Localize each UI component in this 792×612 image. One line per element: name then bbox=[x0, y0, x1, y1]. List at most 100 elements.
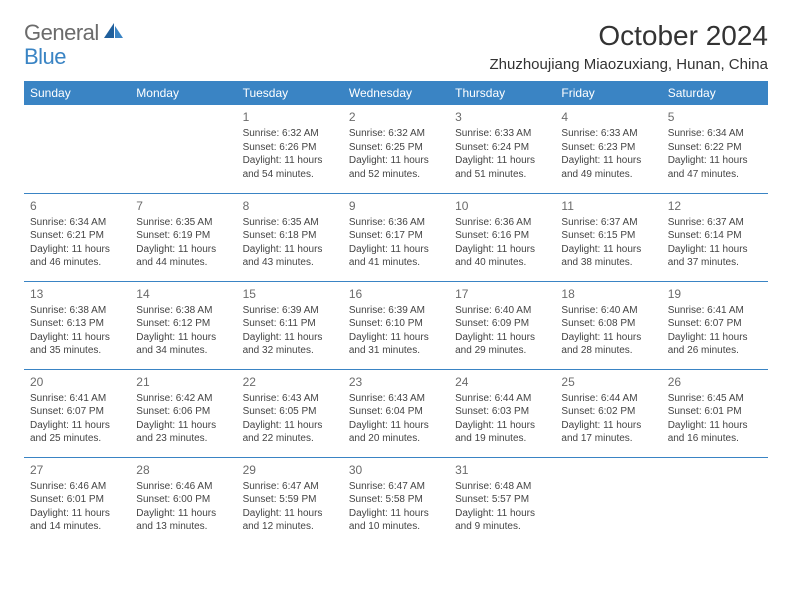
daylight-text: and 54 minutes. bbox=[243, 168, 337, 182]
calendar-cell: 23Sunrise: 6:43 AMSunset: 6:04 PMDayligh… bbox=[343, 369, 449, 457]
daylight-text: Daylight: 11 hours bbox=[668, 419, 762, 433]
day-number: 29 bbox=[243, 462, 337, 478]
sunrise-text: Sunrise: 6:48 AM bbox=[455, 480, 549, 494]
location: Zhuzhoujiang Miaozuxiang, Hunan, China bbox=[489, 56, 768, 73]
sunset-text: Sunset: 6:17 PM bbox=[349, 229, 443, 243]
calendar-row: 6Sunrise: 6:34 AMSunset: 6:21 PMDaylight… bbox=[24, 193, 768, 281]
day-number: 14 bbox=[136, 286, 230, 302]
calendar-cell: 24Sunrise: 6:44 AMSunset: 6:03 PMDayligh… bbox=[449, 369, 555, 457]
calendar-cell: 6 Sunrise: 6:34 AMSunset: 6:21 PMDaylight… bbox=[24, 193, 130, 281]
day-header: Sunday bbox=[24, 81, 130, 105]
sunset-text: Sunset: 6:07 PM bbox=[30, 405, 124, 419]
day-number: 3 bbox=[455, 109, 549, 125]
sunset-text: Sunset: 6:24 PM bbox=[455, 141, 549, 155]
sunrise-text: Sunrise: 6:37 AM bbox=[668, 216, 762, 230]
daylight-text: Daylight: 11 hours bbox=[136, 419, 230, 433]
sunrise-text: Sunrise: 6:40 AM bbox=[455, 304, 549, 318]
calendar-cell: 28Sunrise: 6:46 AMSunset: 6:00 PMDayligh… bbox=[130, 457, 236, 545]
day-number: 2 bbox=[349, 109, 443, 125]
logo-text-general: General bbox=[24, 20, 99, 46]
daylight-text: Daylight: 11 hours bbox=[455, 419, 549, 433]
day-number: 27 bbox=[30, 462, 124, 478]
sunset-text: Sunset: 6:10 PM bbox=[349, 317, 443, 331]
daylight-text: and 12 minutes. bbox=[243, 520, 337, 534]
day-number: 8 bbox=[243, 198, 337, 214]
daylight-text: Daylight: 11 hours bbox=[561, 419, 655, 433]
header: General October 2024 Zhuzhoujiang Miaozu… bbox=[24, 20, 768, 73]
calendar-cell: 12Sunrise: 6:37 AMSunset: 6:14 PMDayligh… bbox=[662, 193, 768, 281]
day-header: Wednesday bbox=[343, 81, 449, 105]
daylight-text: and 16 minutes. bbox=[668, 432, 762, 446]
daylight-text: Daylight: 11 hours bbox=[30, 243, 124, 257]
sunrise-text: Sunrise: 6:47 AM bbox=[349, 480, 443, 494]
daylight-text: and 29 minutes. bbox=[455, 344, 549, 358]
sunrise-text: Sunrise: 6:42 AM bbox=[136, 392, 230, 406]
daylight-text: Daylight: 11 hours bbox=[561, 154, 655, 168]
calendar-cell: 20Sunrise: 6:41 AMSunset: 6:07 PMDayligh… bbox=[24, 369, 130, 457]
daylight-text: and 22 minutes. bbox=[243, 432, 337, 446]
daylight-text: and 28 minutes. bbox=[561, 344, 655, 358]
daylight-text: and 23 minutes. bbox=[136, 432, 230, 446]
day-number: 12 bbox=[668, 198, 762, 214]
sunset-text: Sunset: 6:16 PM bbox=[455, 229, 549, 243]
day-number: 16 bbox=[349, 286, 443, 302]
day-number: 15 bbox=[243, 286, 337, 302]
calendar-cell: 17Sunrise: 6:40 AMSunset: 6:09 PMDayligh… bbox=[449, 281, 555, 369]
daylight-text: Daylight: 11 hours bbox=[136, 507, 230, 521]
calendar-cell bbox=[24, 105, 130, 193]
daylight-text: Daylight: 11 hours bbox=[136, 243, 230, 257]
calendar-cell: 22Sunrise: 6:43 AMSunset: 6:05 PMDayligh… bbox=[237, 369, 343, 457]
sunrise-text: Sunrise: 6:35 AM bbox=[243, 216, 337, 230]
daylight-text: and 51 minutes. bbox=[455, 168, 549, 182]
calendar-cell: 31Sunrise: 6:48 AMSunset: 5:57 PMDayligh… bbox=[449, 457, 555, 545]
day-number: 13 bbox=[30, 286, 124, 302]
daylight-text: Daylight: 11 hours bbox=[349, 243, 443, 257]
daylight-text: and 44 minutes. bbox=[136, 256, 230, 270]
daylight-text: and 10 minutes. bbox=[349, 520, 443, 534]
day-number: 6 bbox=[30, 198, 124, 214]
sunrise-text: Sunrise: 6:39 AM bbox=[349, 304, 443, 318]
daylight-text: and 40 minutes. bbox=[455, 256, 549, 270]
day-number: 9 bbox=[349, 198, 443, 214]
calendar-row: 20Sunrise: 6:41 AMSunset: 6:07 PMDayligh… bbox=[24, 369, 768, 457]
daylight-text: Daylight: 11 hours bbox=[668, 331, 762, 345]
day-header: Thursday bbox=[449, 81, 555, 105]
sunrise-text: Sunrise: 6:38 AM bbox=[30, 304, 124, 318]
sunrise-text: Sunrise: 6:36 AM bbox=[455, 216, 549, 230]
sunset-text: Sunset: 6:21 PM bbox=[30, 229, 124, 243]
sunrise-text: Sunrise: 6:35 AM bbox=[136, 216, 230, 230]
sunset-text: Sunset: 6:06 PM bbox=[136, 405, 230, 419]
day-number: 21 bbox=[136, 374, 230, 390]
daylight-text: and 9 minutes. bbox=[455, 520, 549, 534]
sunset-text: Sunset: 5:57 PM bbox=[455, 493, 549, 507]
day-number: 25 bbox=[561, 374, 655, 390]
sunrise-text: Sunrise: 6:38 AM bbox=[136, 304, 230, 318]
calendar-cell: 16Sunrise: 6:39 AMSunset: 6:10 PMDayligh… bbox=[343, 281, 449, 369]
daylight-text: and 43 minutes. bbox=[243, 256, 337, 270]
daylight-text: Daylight: 11 hours bbox=[668, 243, 762, 257]
day-number: 7 bbox=[136, 198, 230, 214]
day-number: 10 bbox=[455, 198, 549, 214]
sunrise-text: Sunrise: 6:45 AM bbox=[668, 392, 762, 406]
sunset-text: Sunset: 6:03 PM bbox=[455, 405, 549, 419]
day-number: 11 bbox=[561, 198, 655, 214]
daylight-text: Daylight: 11 hours bbox=[455, 243, 549, 257]
daylight-text: and 13 minutes. bbox=[136, 520, 230, 534]
sunset-text: Sunset: 6:05 PM bbox=[243, 405, 337, 419]
daylight-text: Daylight: 11 hours bbox=[561, 331, 655, 345]
sunrise-text: Sunrise: 6:34 AM bbox=[30, 216, 124, 230]
calendar-table: SundayMondayTuesdayWednesdayThursdayFrid… bbox=[24, 81, 768, 545]
sunrise-text: Sunrise: 6:47 AM bbox=[243, 480, 337, 494]
day-header: Saturday bbox=[662, 81, 768, 105]
daylight-text: and 47 minutes. bbox=[668, 168, 762, 182]
calendar-cell: 19Sunrise: 6:41 AMSunset: 6:07 PMDayligh… bbox=[662, 281, 768, 369]
sunset-text: Sunset: 6:19 PM bbox=[136, 229, 230, 243]
daylight-text: Daylight: 11 hours bbox=[30, 507, 124, 521]
calendar-cell: 7 Sunrise: 6:35 AMSunset: 6:19 PMDaylight… bbox=[130, 193, 236, 281]
logo-sail-icon bbox=[103, 22, 125, 45]
day-number: 4 bbox=[561, 109, 655, 125]
calendar-cell bbox=[555, 457, 661, 545]
logo-text-blue: Blue bbox=[24, 44, 66, 69]
title-block: October 2024 Zhuzhoujiang Miaozuxiang, H… bbox=[489, 20, 768, 73]
calendar-cell: 18Sunrise: 6:40 AMSunset: 6:08 PMDayligh… bbox=[555, 281, 661, 369]
